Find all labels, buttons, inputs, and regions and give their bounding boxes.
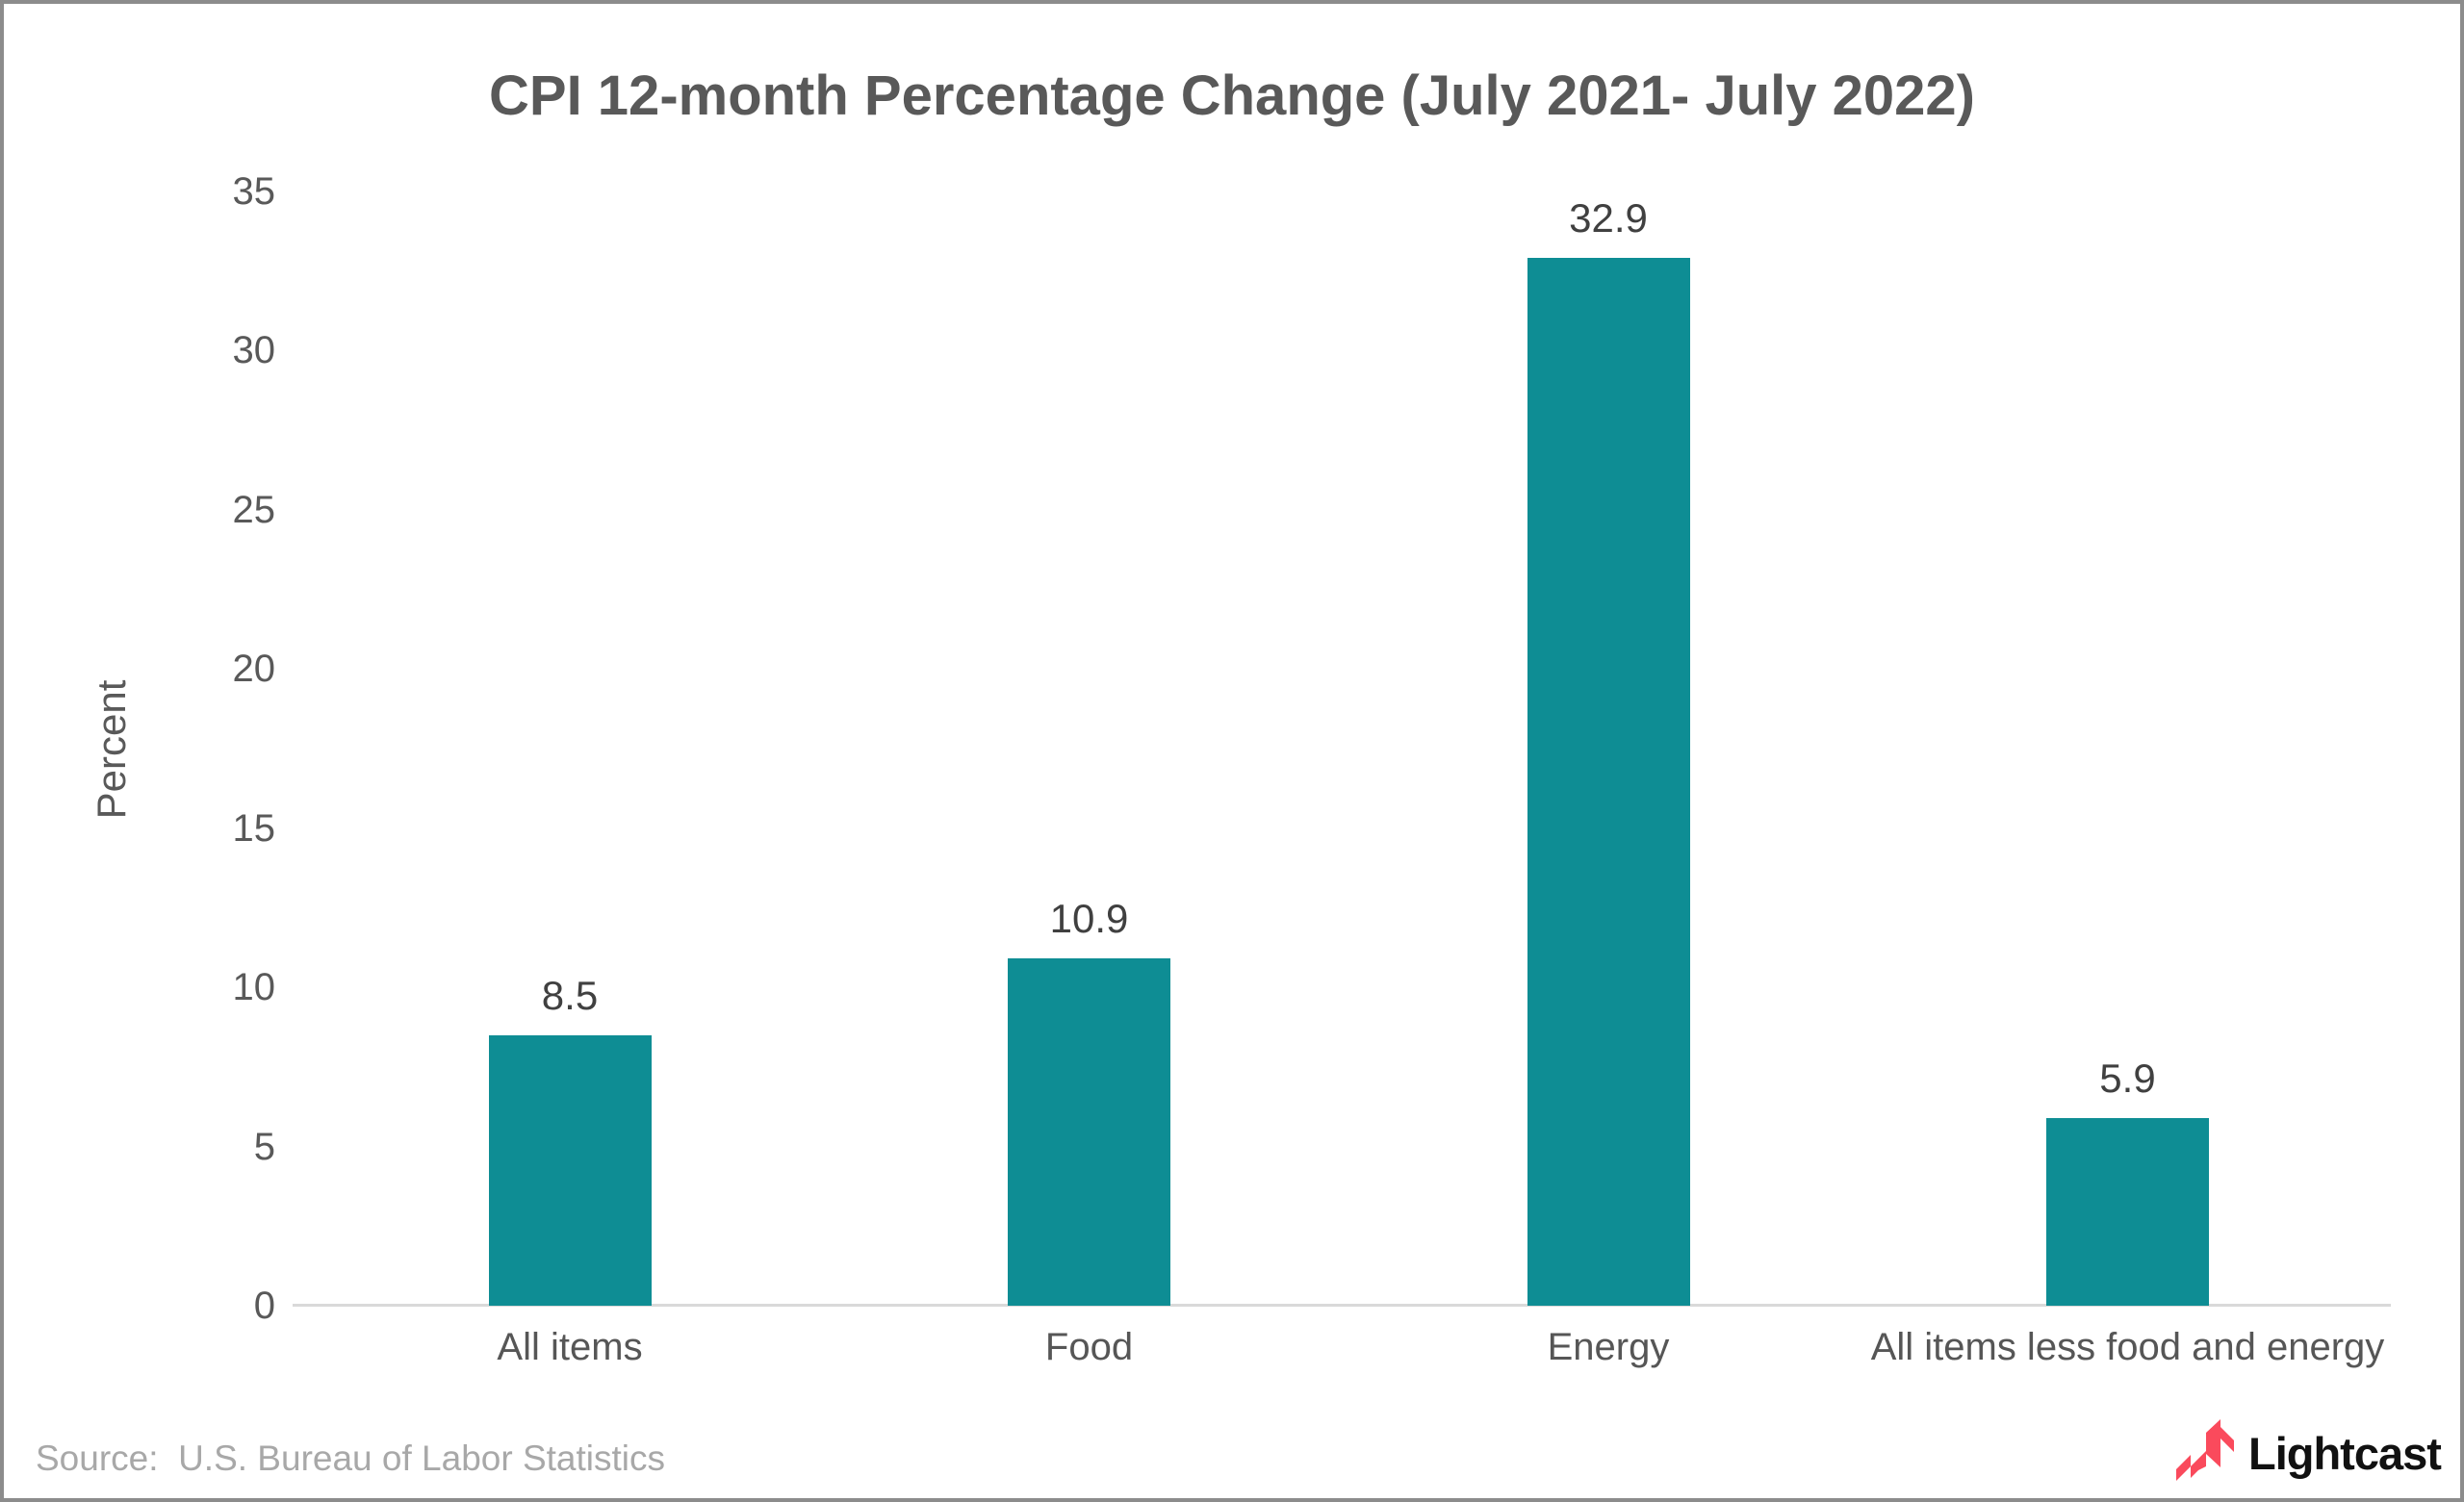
bar-value-label: 10.9 bbox=[1049, 896, 1129, 942]
x-category-label: Energy bbox=[1547, 1326, 1670, 1368]
y-tick-label: 5 bbox=[253, 1125, 275, 1168]
bar-value-label: 32.9 bbox=[1569, 195, 1648, 241]
y-axis-title: Percent bbox=[89, 679, 134, 820]
bar-0 bbox=[488, 1034, 652, 1306]
y-tick-label: 30 bbox=[232, 329, 276, 371]
bar-value-label: 8.5 bbox=[541, 972, 599, 1018]
x-axis-line bbox=[293, 1304, 2391, 1307]
bar-value-label: 5.9 bbox=[2099, 1055, 2156, 1101]
lightcast-logo-text: Lightcast bbox=[2248, 1428, 2442, 1479]
x-category-label: All items less food and energy bbox=[1870, 1326, 2385, 1368]
lightcast-logo: Lightcast bbox=[2175, 1416, 2442, 1482]
x-category-label: All items bbox=[497, 1326, 643, 1368]
source-note: Source: U.S. Bureau of Labor Statistics bbox=[36, 1438, 665, 1478]
chart-title: CPI 12-month Percentage Change (July 202… bbox=[489, 64, 1975, 127]
y-tick-label: 10 bbox=[232, 966, 276, 1008]
x-category-label: Food bbox=[1044, 1326, 1134, 1368]
y-tick-label: 35 bbox=[232, 169, 276, 213]
bar-3 bbox=[2046, 1117, 2209, 1306]
bar-2 bbox=[1527, 258, 1690, 1306]
y-tick-label: 15 bbox=[232, 806, 276, 850]
y-tick-label: 20 bbox=[232, 648, 276, 690]
lightcast-logo-icon bbox=[2176, 1419, 2234, 1481]
y-tick-label: 0 bbox=[253, 1285, 275, 1327]
y-tick-label: 25 bbox=[232, 488, 276, 531]
bar-1 bbox=[1008, 958, 1170, 1306]
